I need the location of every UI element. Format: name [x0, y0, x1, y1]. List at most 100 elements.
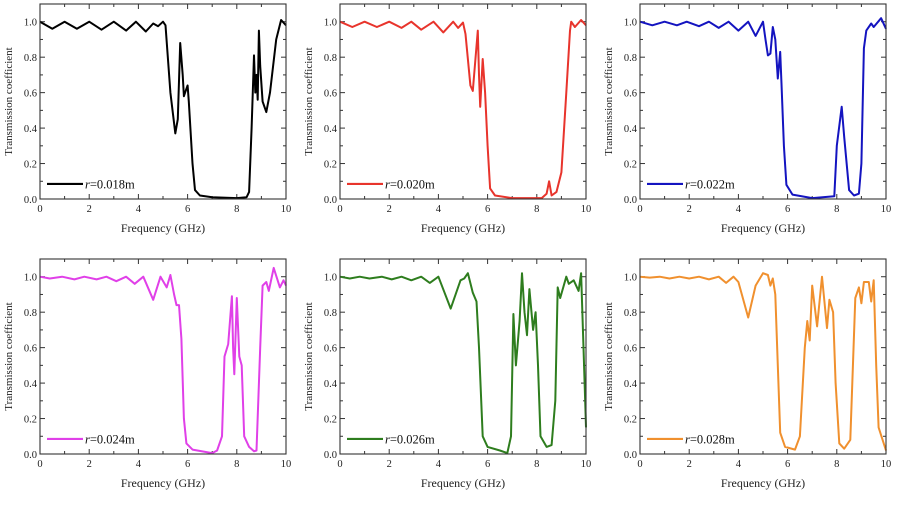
- y-tick-label: 0.4: [24, 379, 38, 390]
- legend-variable: r: [685, 177, 690, 191]
- y-tick-label: 0.6: [624, 89, 637, 100]
- y-tick-label: 0.2: [624, 160, 637, 171]
- legend-value: =0.024m: [90, 432, 135, 446]
- x-tick-label: 0: [37, 459, 42, 470]
- legend-variable: r: [385, 432, 390, 446]
- y-tick-label: 0.4: [324, 379, 338, 390]
- y-tick-label: 1.0: [324, 18, 337, 29]
- x-tick-label: 4: [736, 459, 742, 470]
- x-tick-label: 2: [87, 204, 92, 215]
- x-tick-label: 8: [234, 204, 239, 215]
- x-tick-label: 2: [687, 459, 692, 470]
- legend-variable: r: [385, 177, 390, 191]
- chart-panel-3: 0 2 4 6 8 10 0.0 0.2 0.4 0.6 0.8 1.0 Frequency (GHz)…: [603, 3, 892, 235]
- y-axis-label: Transmission coefficient: [303, 302, 315, 410]
- plot-frame: [639, 3, 887, 200]
- y-tick-label: 0.2: [24, 160, 37, 171]
- x-tick-label: 10: [281, 459, 292, 470]
- series-line: [639, 17, 887, 200]
- y-tick-label: 1.0: [624, 18, 637, 29]
- y-tick-label: 0.8: [24, 308, 37, 319]
- series-line: [39, 266, 287, 455]
- y-axis-label: Transmission coefficient: [303, 47, 315, 155]
- x-tick-label: 10: [881, 204, 892, 215]
- y-tick-label: 0.8: [624, 308, 637, 319]
- y-tick-label: 0.6: [624, 344, 637, 355]
- x-tick-label: 0: [637, 459, 642, 470]
- x-tick-label: 10: [581, 459, 592, 470]
- x-tick-label: 6: [185, 204, 190, 215]
- y-tick-label: 0.6: [24, 89, 37, 100]
- x-tick-label: 4: [136, 459, 142, 470]
- x-tick-label: 2: [387, 459, 392, 470]
- x-tick-label: 10: [881, 459, 892, 470]
- x-axis-label: Frequency (GHz): [121, 476, 205, 490]
- y-axis-label: Transmission coefficient: [3, 302, 15, 410]
- x-tick-label: 8: [834, 459, 839, 470]
- y-tick-label: 0.0: [324, 450, 337, 461]
- y-tick-label: 0.8: [24, 53, 37, 64]
- series-line: [39, 19, 287, 200]
- x-tick-label: 4: [436, 204, 442, 215]
- legend-variable: r: [85, 177, 90, 191]
- legend-value: =0.022m: [690, 177, 735, 191]
- x-axis-label: Frequency (GHz): [121, 221, 205, 235]
- chart-panel-6: 0 2 4 6 8 10 0.0 0.2 0.4 0.6 0.8 1.0 Frequency (GHz)…: [603, 258, 892, 490]
- legend-label: r=0.028m: [685, 432, 735, 446]
- legend-value: =0.028m: [690, 432, 735, 446]
- legend-value: =0.020m: [390, 177, 435, 191]
- x-tick-label: 0: [337, 204, 342, 215]
- y-tick-label: 0.2: [624, 415, 637, 426]
- x-tick-label: 0: [37, 204, 42, 215]
- x-tick-label: 4: [436, 459, 442, 470]
- y-tick-label: 0.6: [24, 344, 37, 355]
- y-tick-label: 1.0: [24, 273, 37, 284]
- y-tick-label: 0.2: [324, 160, 337, 171]
- legend-value: =0.018m: [90, 177, 135, 191]
- legend-label: r=0.022m: [685, 177, 735, 191]
- y-tick-label: 0.4: [624, 379, 638, 390]
- legend-label: r=0.020m: [385, 177, 435, 191]
- plot-frame: [339, 258, 587, 455]
- series-line: [639, 272, 887, 451]
- series-line: [339, 272, 587, 455]
- x-tick-label: 8: [534, 459, 539, 470]
- y-axis-label: Transmission coefficient: [3, 47, 15, 155]
- y-tick-label: 0.2: [24, 415, 37, 426]
- plot-frame: [639, 258, 887, 455]
- x-tick-label: 2: [87, 459, 92, 470]
- plot-frame: [39, 3, 287, 200]
- y-tick-label: 0.8: [324, 53, 337, 64]
- x-tick-label: 10: [581, 204, 592, 215]
- y-tick-label: 0.4: [24, 124, 38, 135]
- chart-panel-4: 0 2 4 6 8 10 0.0 0.2 0.4 0.6 0.8 1.0 Frequency (GHz)…: [3, 258, 292, 490]
- x-tick-label: 0: [637, 204, 642, 215]
- y-tick-label: 1.0: [24, 18, 37, 29]
- x-tick-label: 6: [185, 459, 190, 470]
- x-tick-label: 8: [534, 204, 539, 215]
- y-tick-label: 0.6: [324, 89, 337, 100]
- x-tick-label: 6: [485, 204, 490, 215]
- legend-value: =0.026m: [390, 432, 435, 446]
- legend-variable: r: [685, 432, 690, 446]
- x-tick-label: 2: [387, 204, 392, 215]
- legend-label: r=0.018m: [85, 177, 135, 191]
- x-tick-label: 6: [785, 204, 790, 215]
- y-tick-label: 0.4: [624, 124, 638, 135]
- x-axis-label: Frequency (GHz): [721, 476, 805, 490]
- y-tick-label: 0.0: [624, 450, 637, 461]
- x-axis-label: Frequency (GHz): [721, 221, 805, 235]
- x-axis-label: Frequency (GHz): [421, 221, 505, 235]
- x-tick-label: 6: [485, 459, 490, 470]
- plot-frame: [339, 3, 587, 200]
- chart-panel-5: 0 2 4 6 8 10 0.0 0.2 0.4 0.6 0.8 1.0 Frequency (GHz)…: [303, 258, 592, 490]
- legend-label: r=0.024m: [85, 432, 135, 446]
- y-tick-label: 0.0: [624, 195, 637, 206]
- y-tick-label: 1.0: [624, 273, 637, 284]
- y-tick-label: 0.4: [324, 124, 338, 135]
- chart-panel-1: 0 2 4 6 8 10 0.0 0.2 0.4 0.6 0.8 1.0 Frequency (GHz)…: [3, 3, 291, 235]
- legend-label: r=0.026m: [385, 432, 435, 446]
- plot-frame: [39, 258, 287, 455]
- chart-panel-2: 0 2 4 6 8 10 0.0 0.2 0.4 0.6 0.8 1.0 Frequency (GHz)…: [303, 3, 592, 235]
